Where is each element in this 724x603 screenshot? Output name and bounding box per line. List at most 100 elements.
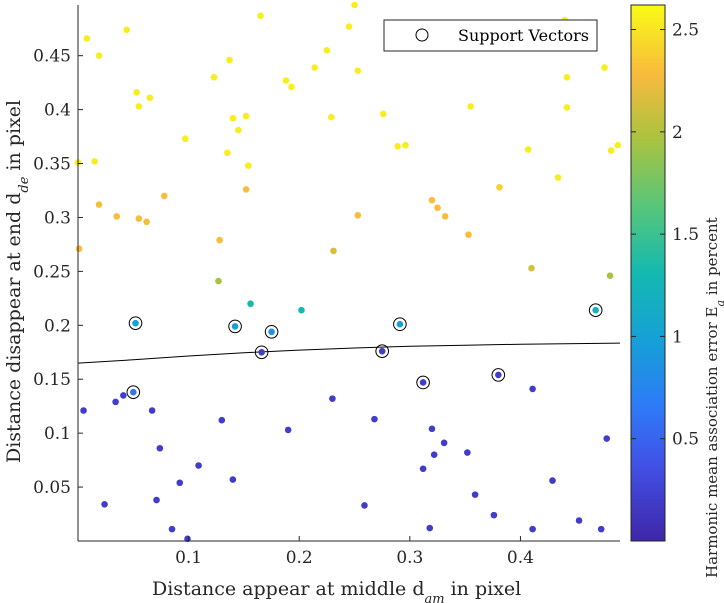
data-point [323, 46, 331, 54]
data-point [554, 174, 562, 181]
data-point [153, 496, 160, 504]
data-point [231, 323, 239, 330]
data-point [229, 476, 237, 483]
data-point [464, 449, 471, 456]
data-point [181, 135, 189, 143]
data-point [83, 35, 91, 42]
data-point [242, 112, 250, 120]
data-point [592, 306, 599, 314]
decision-boundary-line [77, 342, 621, 364]
data-point [298, 306, 305, 314]
data-point [95, 201, 103, 208]
y-tick-label: 0.1 [44, 424, 71, 444]
data-point [133, 89, 140, 96]
data-point [496, 183, 503, 191]
data-point [563, 104, 571, 111]
data-point [216, 236, 223, 244]
y-tick-label: 0.2 [44, 316, 71, 336]
data-point [441, 213, 449, 220]
support-vector-marker [128, 316, 143, 330]
plot-background [78, 5, 620, 541]
data-point [354, 212, 362, 219]
data-point [215, 277, 222, 285]
data-points-layer [74, 1, 622, 543]
data-point [361, 502, 368, 509]
data-point [601, 64, 608, 71]
y-tick-label: 0.25 [33, 262, 71, 282]
data-point [143, 218, 150, 226]
support-vector-marker [588, 303, 603, 318]
data-point [428, 425, 436, 433]
data-point [113, 213, 121, 220]
data-point [490, 511, 498, 519]
data-point [597, 525, 605, 533]
data-point [91, 158, 98, 165]
data-point [419, 465, 427, 473]
data-point [268, 328, 275, 336]
data-point [160, 192, 168, 200]
y-axis-title: Distance disappear at end dde in pixel [3, 100, 32, 463]
data-point [378, 347, 386, 355]
data-point [242, 186, 250, 193]
data-point [434, 204, 441, 212]
data-point [135, 103, 143, 110]
legend-label-support-vectors: Support Vectors [458, 26, 589, 45]
data-point [529, 385, 536, 393]
data-point [95, 52, 103, 59]
data-point [247, 300, 254, 308]
support-vector-marker [375, 344, 389, 358]
support-vector-marker [254, 345, 269, 360]
x-axis-title: Distance appear at middle dam in pixel [152, 578, 521, 603]
colorbar-tick-label: 1 [672, 327, 683, 347]
data-point [351, 1, 358, 9]
data-point [156, 444, 164, 452]
plot-area [78, 5, 620, 541]
colorbar: 0.5 1 1.5 2 2.5 Harmonic mean association er… [630, 4, 724, 578]
data-point [396, 320, 404, 328]
data-point [330, 247, 337, 255]
support-vector-marker [228, 319, 242, 334]
data-point [80, 407, 87, 414]
data-point [440, 439, 448, 447]
data-point [195, 462, 202, 469]
axes: 0.1 0.2 0.3 0.4 0.05 0.1 0.15 0.2 0.25 0.3 0.35 0.4… [33, 5, 620, 568]
data-point [235, 126, 242, 134]
colorbar-tick-label: 2 [672, 123, 683, 143]
data-point [467, 103, 474, 110]
data-point [101, 501, 108, 508]
data-point [282, 77, 290, 84]
data-point [603, 435, 611, 442]
data-point [430, 451, 438, 459]
y-tick-label: 0.45 [33, 47, 71, 67]
data-point [176, 479, 184, 487]
data-point [328, 113, 335, 121]
colorbar-gradient [630, 4, 666, 542]
data-point [135, 215, 143, 222]
data-point [257, 12, 264, 20]
x-tick-label: 0.2 [286, 548, 313, 568]
data-point [148, 407, 156, 414]
colorbar-tick-label: 0.5 [672, 430, 699, 450]
support-vector-marker [416, 375, 430, 390]
data-point [146, 94, 154, 102]
support-vector-marker [264, 324, 279, 339]
data-point [607, 147, 615, 154]
data-point [471, 491, 479, 498]
data-point [284, 426, 292, 434]
y-tick-label: 0.35 [33, 155, 71, 175]
support-vector-marker [491, 368, 506, 382]
data-point [428, 196, 436, 204]
colorbar-tick-label: 2.5 [672, 21, 699, 41]
data-point [311, 64, 319, 71]
legend-support-vector-marker [415, 28, 429, 42]
data-point [354, 67, 362, 75]
x-tick-label: 0.1 [175, 548, 202, 568]
data-point [229, 114, 237, 122]
data-point [218, 416, 226, 424]
data-point [112, 398, 119, 406]
y-tick-label: 0.05 [33, 478, 71, 498]
data-point [529, 525, 536, 533]
data-point [245, 162, 252, 169]
data-point [288, 83, 295, 91]
